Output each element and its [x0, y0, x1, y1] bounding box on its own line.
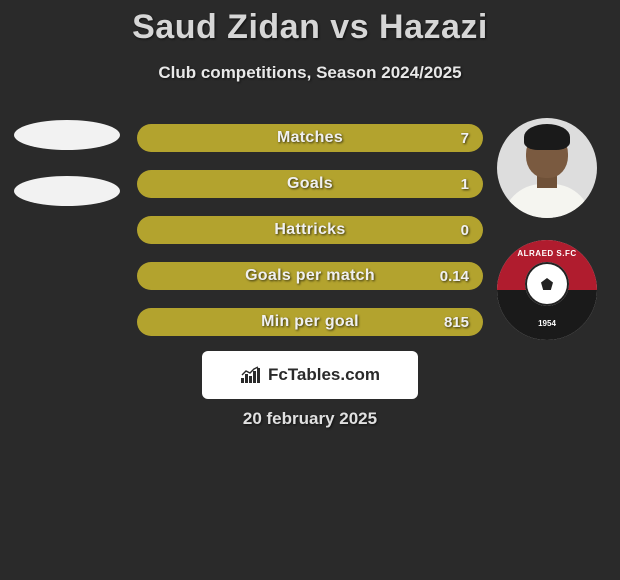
stat-bar: Hattricks 0 — [137, 216, 483, 244]
bar-chart-icon — [240, 366, 262, 384]
watermark-text: FcTables.com — [268, 365, 380, 385]
stat-bar: Goals 1 — [137, 170, 483, 198]
stat-bar-value-right: 0.14 — [440, 268, 469, 285]
stat-bar: Min per goal 815 — [137, 308, 483, 336]
stat-bar-label: Matches — [277, 129, 343, 147]
stat-bar-value-right: 815 — [444, 314, 469, 331]
left-player-club-placeholder — [14, 176, 120, 206]
stats-bars: Matches 7 Goals 1 Hattricks 0 Goals per match 0… — [137, 124, 483, 354]
stat-bar-label: Min per goal — [261, 313, 359, 331]
subtitle: Club competitions, Season 2024/2025 — [0, 63, 620, 83]
soccer-ball-icon — [525, 262, 569, 306]
right-player-column: ALRAED S.FC 1954 — [492, 118, 602, 340]
left-player-column — [12, 120, 122, 232]
stat-bar-label: Goals — [287, 175, 333, 193]
page-title: Saud Zidan vs Hazazi — [0, 0, 620, 47]
watermark: FcTables.com — [202, 351, 418, 399]
club-name-label: ALRAED S.FC — [497, 249, 597, 258]
date-label: 20 february 2025 — [0, 409, 620, 429]
club-year-label: 1954 — [497, 319, 597, 328]
stat-bar: Goals per match 0.14 — [137, 262, 483, 290]
right-player-club-badge: ALRAED S.FC 1954 — [497, 240, 597, 340]
left-player-photo-placeholder — [14, 120, 120, 150]
stat-bar-value-right: 0 — [461, 222, 469, 239]
stat-bar-value-right: 1 — [461, 176, 469, 193]
stat-bar: Matches 7 — [137, 124, 483, 152]
stat-bar-value-right: 7 — [461, 130, 469, 147]
stat-bar-label: Hattricks — [274, 221, 345, 239]
stat-bar-label: Goals per match — [245, 267, 375, 285]
right-player-photo — [497, 118, 597, 218]
